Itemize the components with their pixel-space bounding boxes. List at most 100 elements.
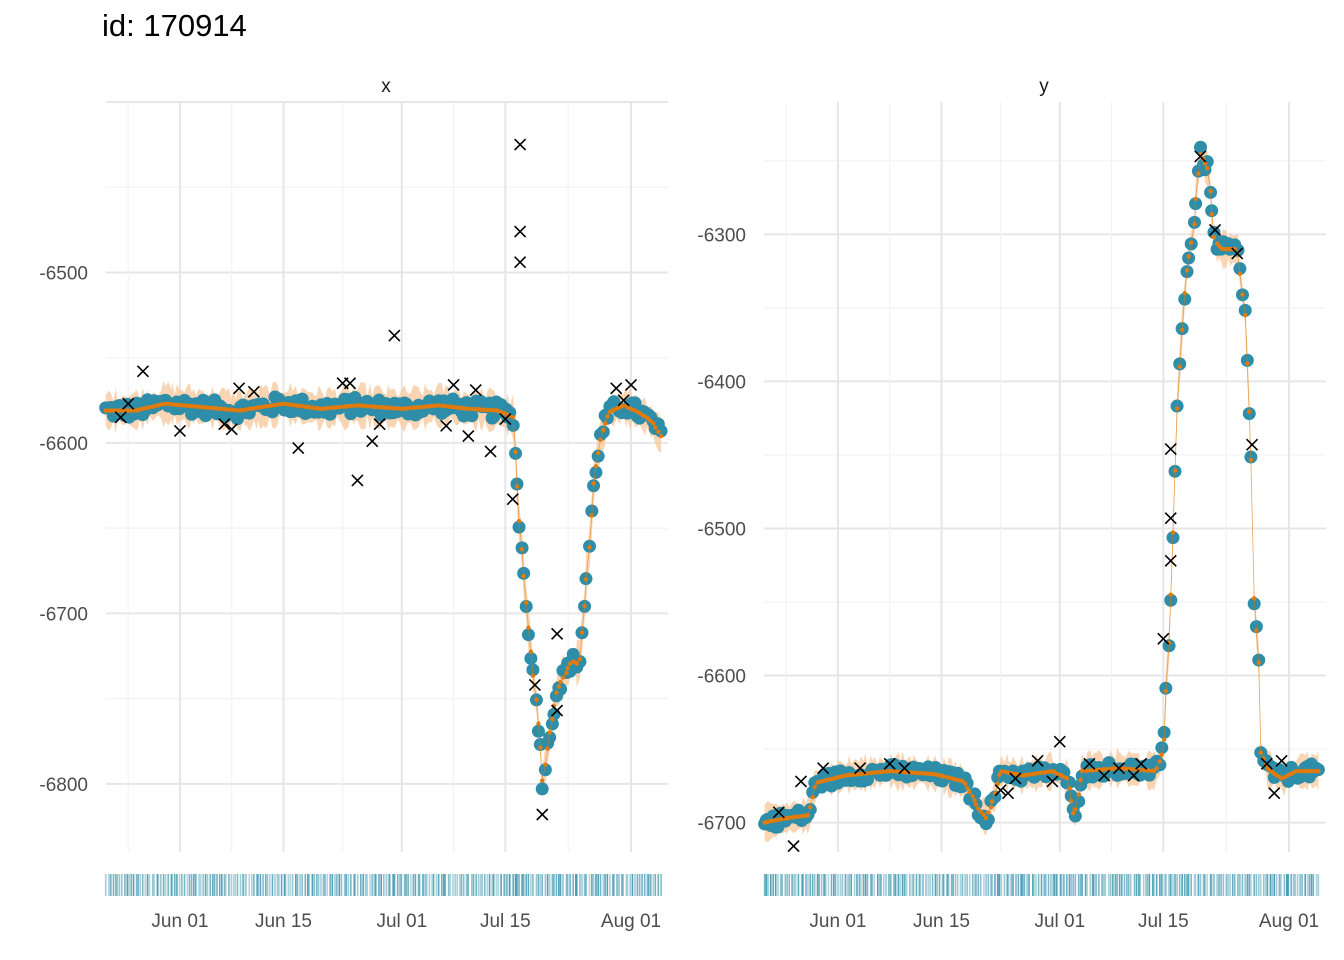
observed-point [1178,292,1192,306]
fitted-point [595,450,601,456]
fitted-point [808,804,813,810]
x-tick-label: Jul 15 [1138,911,1189,932]
fitted-point [166,401,171,407]
outlier-stroke [366,435,379,448]
outlier-stroke [1001,787,1015,800]
outlier-mark [1053,735,1066,748]
outlier-stroke [994,784,1007,797]
fitted-point [1168,592,1173,597]
outlier-stroke [610,382,623,395]
fitted-point [796,814,801,819]
fitted-point [967,789,972,795]
observed-point [512,520,526,534]
fitted-point [941,774,946,779]
outlier-stroke [225,423,238,436]
outlier-stroke [1275,754,1288,767]
fitted-point [1254,628,1259,633]
fitted-point [392,406,397,411]
outlier-mark [883,757,896,770]
outlier-stroke [462,430,475,443]
fitted-point [997,772,1002,777]
fitted-point [653,425,658,430]
fitted-point [465,406,471,412]
observed-point [506,418,520,432]
outlier-stroke [1194,150,1207,163]
fitted-point [554,690,559,695]
observed-point [654,424,668,438]
outlier-stroke [1098,769,1111,782]
fitted-line [105,403,662,781]
fitted-point [1161,737,1167,742]
facet-panel-x: x -6500 -6600 -6700 -6800 Jun 01 Jun 15 Jul 01 J… [39,76,668,932]
outlier-mark [1157,632,1170,645]
fitted-point [888,769,893,774]
fitted-point [103,408,108,413]
fitted-point [550,717,555,722]
fitted-point [543,762,548,767]
outlier-stroke [233,382,246,395]
fitted-point [986,810,991,815]
fitted-point [1196,171,1201,176]
outlier-stroke [617,394,630,407]
fitted-point [538,745,543,750]
outlier-stroke [1164,554,1177,567]
fitted-point [1154,766,1159,771]
outlier-mark [447,378,460,392]
outlier-mark [440,419,453,432]
x-tick-label: Jun 15 [913,911,970,932]
fitted-point [1209,211,1214,217]
fitted-point [306,405,312,410]
fitted-point [339,404,344,410]
outlier-mark [528,678,541,692]
fitted-point [1316,768,1321,774]
y-tick-label: -6300 [697,225,746,246]
fitted-point [1186,254,1191,259]
outlier-mark [1260,757,1273,770]
fitted-point [1188,240,1194,245]
fitted-point [1073,807,1078,812]
outlier-stroke [514,225,527,238]
outlier-stroke [817,762,830,775]
outlier-mark [484,445,497,458]
fitted-point [1079,768,1085,774]
fitted-point [530,673,536,678]
fitted-point [1026,772,1032,777]
outlier-stroke [1164,442,1177,456]
fitted-point [1179,327,1185,333]
fitted-point [290,402,295,408]
observed-point [1207,225,1221,239]
fitted-point [1068,798,1074,804]
outlier-stroke [1009,772,1022,785]
observed-point [1155,741,1169,755]
outlier-stroke [1209,223,1222,237]
outlier-mark [1135,757,1148,770]
fitted-point [1163,688,1169,694]
outlier-stroke [343,377,357,390]
outlier-mark [1209,223,1222,237]
fitted-point [849,772,854,778]
outlier-mark [225,423,238,436]
fitted-point [1205,165,1210,171]
outlier-mark [1164,442,1177,456]
fitted-point [583,577,589,582]
outlier-mark [218,418,231,431]
fitted-point [1245,361,1250,366]
outlier-stroke [122,397,135,410]
outlier-mark [624,378,638,392]
fitted-point [436,403,441,408]
outlier-stroke [136,365,150,378]
facet-label: y [1039,76,1049,97]
fitted-point [524,600,529,605]
fitted-point [534,697,539,702]
observed-point [535,782,549,796]
fitted-point [1159,752,1165,757]
outlier-mark [817,762,830,775]
fitted-point [593,464,599,469]
outlier-stroke [292,441,305,455]
outlier-mark [122,397,135,410]
outlier-stroke [772,806,785,819]
outlier-mark [351,474,364,487]
outlier-stroke [1127,769,1140,782]
outlier-stroke [514,256,527,269]
fitted-point [528,649,534,654]
